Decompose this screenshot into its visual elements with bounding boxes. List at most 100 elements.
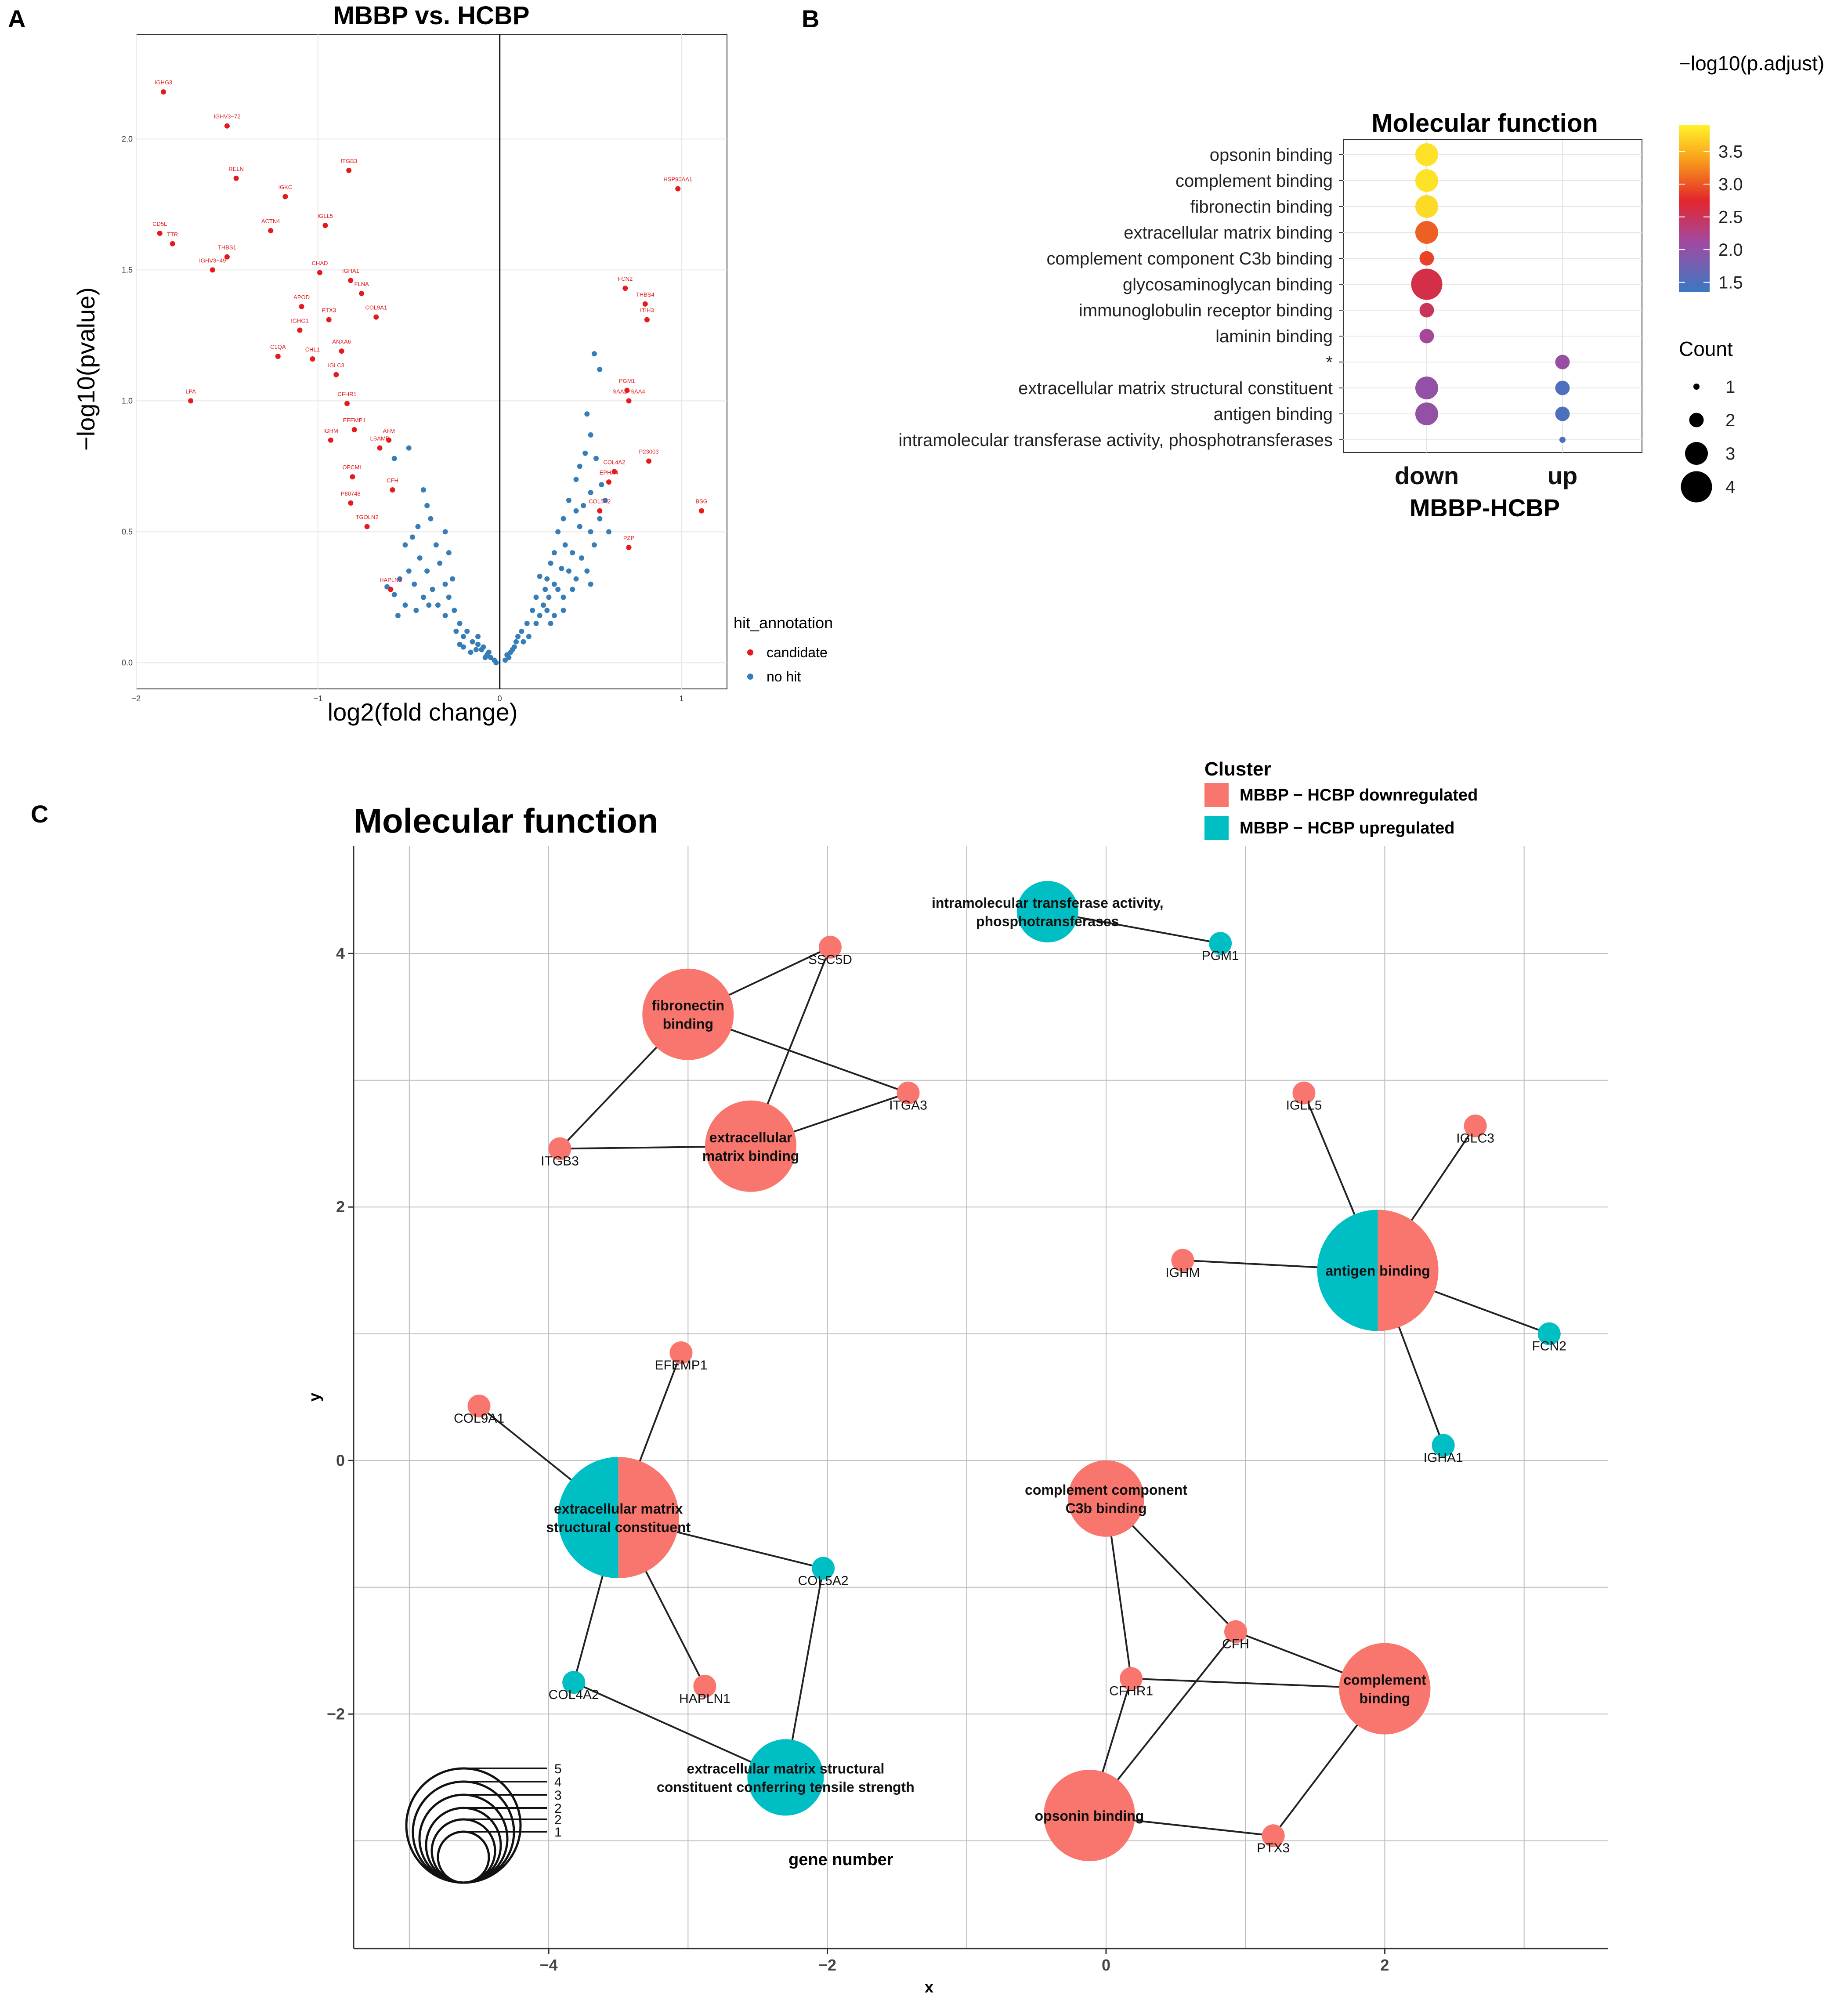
no-hit-point bbox=[530, 608, 535, 613]
size-legend-dot bbox=[1685, 442, 1708, 465]
term-label: antigen binding bbox=[1214, 405, 1333, 424]
x-tick-label: −2 bbox=[818, 1956, 836, 1974]
term-node bbox=[705, 1100, 797, 1192]
candidate-point bbox=[611, 469, 617, 475]
size-legend-label: 3 bbox=[1725, 444, 1735, 464]
candidate-point bbox=[377, 445, 383, 451]
volcano-title: MBBP vs. HCBP bbox=[333, 1, 530, 30]
no-hit-point bbox=[395, 613, 401, 619]
no-hit-point bbox=[413, 608, 419, 613]
gene-label: PGM1 bbox=[1202, 949, 1239, 963]
legend-candidate-marker bbox=[747, 649, 753, 656]
no-hit-point bbox=[493, 660, 499, 666]
dot-down bbox=[1419, 251, 1434, 266]
candidate-label: FLNA bbox=[354, 281, 369, 287]
volcano-points bbox=[157, 89, 705, 666]
term-label: binding bbox=[663, 1016, 714, 1032]
volcano-legend-title: hit_annotation bbox=[734, 614, 833, 632]
no-hit-point bbox=[561, 594, 566, 600]
y-tick-label: 2 bbox=[336, 1198, 345, 1216]
term-label: extracellular matrix structural constitu… bbox=[1018, 379, 1333, 398]
candidate-label: HSP90AA1 bbox=[663, 176, 692, 183]
no-hit-point bbox=[597, 366, 603, 372]
candidate-point bbox=[344, 401, 350, 406]
x-tick-label: −2 bbox=[132, 694, 141, 703]
y-tick-label: 1.5 bbox=[122, 265, 133, 274]
term-label: fibronectin binding bbox=[1190, 197, 1333, 217]
no-hit-point bbox=[588, 490, 593, 495]
candidate-label: EPHA4 bbox=[600, 469, 618, 476]
colorbar-ticks: 3.5 3.0 2.5 2.0 1.5 bbox=[1679, 142, 1743, 293]
gene-node bbox=[1224, 1620, 1248, 1643]
candidate-label: PTX3 bbox=[322, 307, 336, 314]
candidate-point bbox=[699, 508, 705, 514]
category-label: down bbox=[1395, 462, 1459, 489]
gene-node bbox=[693, 1674, 716, 1698]
dot-down bbox=[1415, 169, 1438, 192]
no-hit-point bbox=[582, 450, 588, 456]
candidate-point bbox=[282, 194, 288, 199]
dotplot: opsonin binding complement binding fibrone… bbox=[898, 52, 1824, 522]
term-node bbox=[1016, 881, 1078, 943]
no-hit-point bbox=[446, 594, 452, 600]
candidate-label: THBS1 bbox=[218, 244, 236, 251]
network-cluster-legend: Cluster MBBP − HCBP downregulated MBBP −… bbox=[1204, 758, 1478, 840]
candidate-point bbox=[364, 524, 370, 529]
no-hit-point bbox=[446, 550, 452, 556]
y-tick-label: 4 bbox=[336, 944, 345, 962]
candidate-label: BSG bbox=[695, 498, 707, 505]
candidate-label: EFEMP1 bbox=[343, 417, 366, 424]
dotplot-color-legend: −log10(p.adjust) 3.5 3.0 2.5 2.0 1.5 bbox=[1679, 52, 1824, 293]
no-hit-point bbox=[406, 568, 412, 574]
candidate-point bbox=[310, 356, 315, 362]
volcano-ticks: −2 −1 0 1 0.0 0.5 1.0 1.5 2.0 bbox=[122, 134, 684, 703]
candidate-label: IGHA1 bbox=[342, 268, 359, 274]
no-hit-point bbox=[457, 621, 463, 626]
candidate-label: TGOLN2 bbox=[356, 514, 379, 520]
gene-node bbox=[1262, 1824, 1285, 1847]
gene-label: FCN2 bbox=[1532, 1339, 1566, 1354]
no-hit-point bbox=[570, 587, 575, 592]
gene-node bbox=[1120, 1667, 1143, 1690]
gene-number-value: 2 bbox=[554, 1801, 562, 1816]
candidate-label: THBS4 bbox=[636, 291, 655, 298]
no-hit-point bbox=[566, 568, 571, 574]
gene-label: ITGA3 bbox=[889, 1098, 927, 1113]
x-tick-label: 0 bbox=[1102, 1956, 1110, 1974]
legend-candidate-label: candidate bbox=[767, 645, 828, 660]
y-tick-label: 0.5 bbox=[122, 527, 133, 536]
no-hit-point bbox=[406, 445, 412, 451]
network-nodes bbox=[467, 881, 1561, 1862]
no-hit-point bbox=[402, 602, 408, 608]
no-hit-point bbox=[519, 628, 524, 634]
no-hit-point bbox=[460, 634, 466, 639]
candidate-label: IGKC bbox=[278, 184, 292, 191]
no-hit-point bbox=[562, 542, 568, 548]
term-node bbox=[642, 968, 734, 1060]
no-hit-point bbox=[521, 639, 526, 645]
term-label: constituent conferring tensile strength bbox=[657, 1779, 915, 1795]
network-title: Molecular function bbox=[354, 801, 658, 840]
gene-label: CFH bbox=[1222, 1637, 1249, 1652]
term-label: opsonin binding bbox=[1035, 1808, 1144, 1824]
gene-node bbox=[1209, 932, 1232, 955]
panel-label-c: C bbox=[31, 800, 48, 828]
no-hit-point bbox=[464, 628, 470, 634]
no-hit-point bbox=[591, 542, 597, 548]
no-hit-point bbox=[435, 602, 441, 608]
candidate-label: PZP bbox=[623, 535, 634, 541]
size-legend-label: 4 bbox=[1725, 478, 1735, 497]
no-hit-point bbox=[473, 647, 479, 652]
candidate-label: P23003 bbox=[639, 448, 659, 455]
term-node-down-half bbox=[1378, 1210, 1439, 1331]
term-label: complement component bbox=[1025, 1482, 1187, 1498]
gene-node bbox=[1464, 1114, 1487, 1137]
term-label: C3b binding bbox=[1066, 1500, 1147, 1516]
no-hit-point bbox=[559, 565, 564, 571]
dot-down bbox=[1415, 402, 1438, 425]
candidate-point bbox=[157, 230, 163, 236]
no-hit-point bbox=[588, 581, 593, 587]
no-hit-point bbox=[426, 602, 432, 608]
candidate-label: IGHG3 bbox=[155, 79, 172, 86]
no-hit-point bbox=[551, 613, 557, 619]
